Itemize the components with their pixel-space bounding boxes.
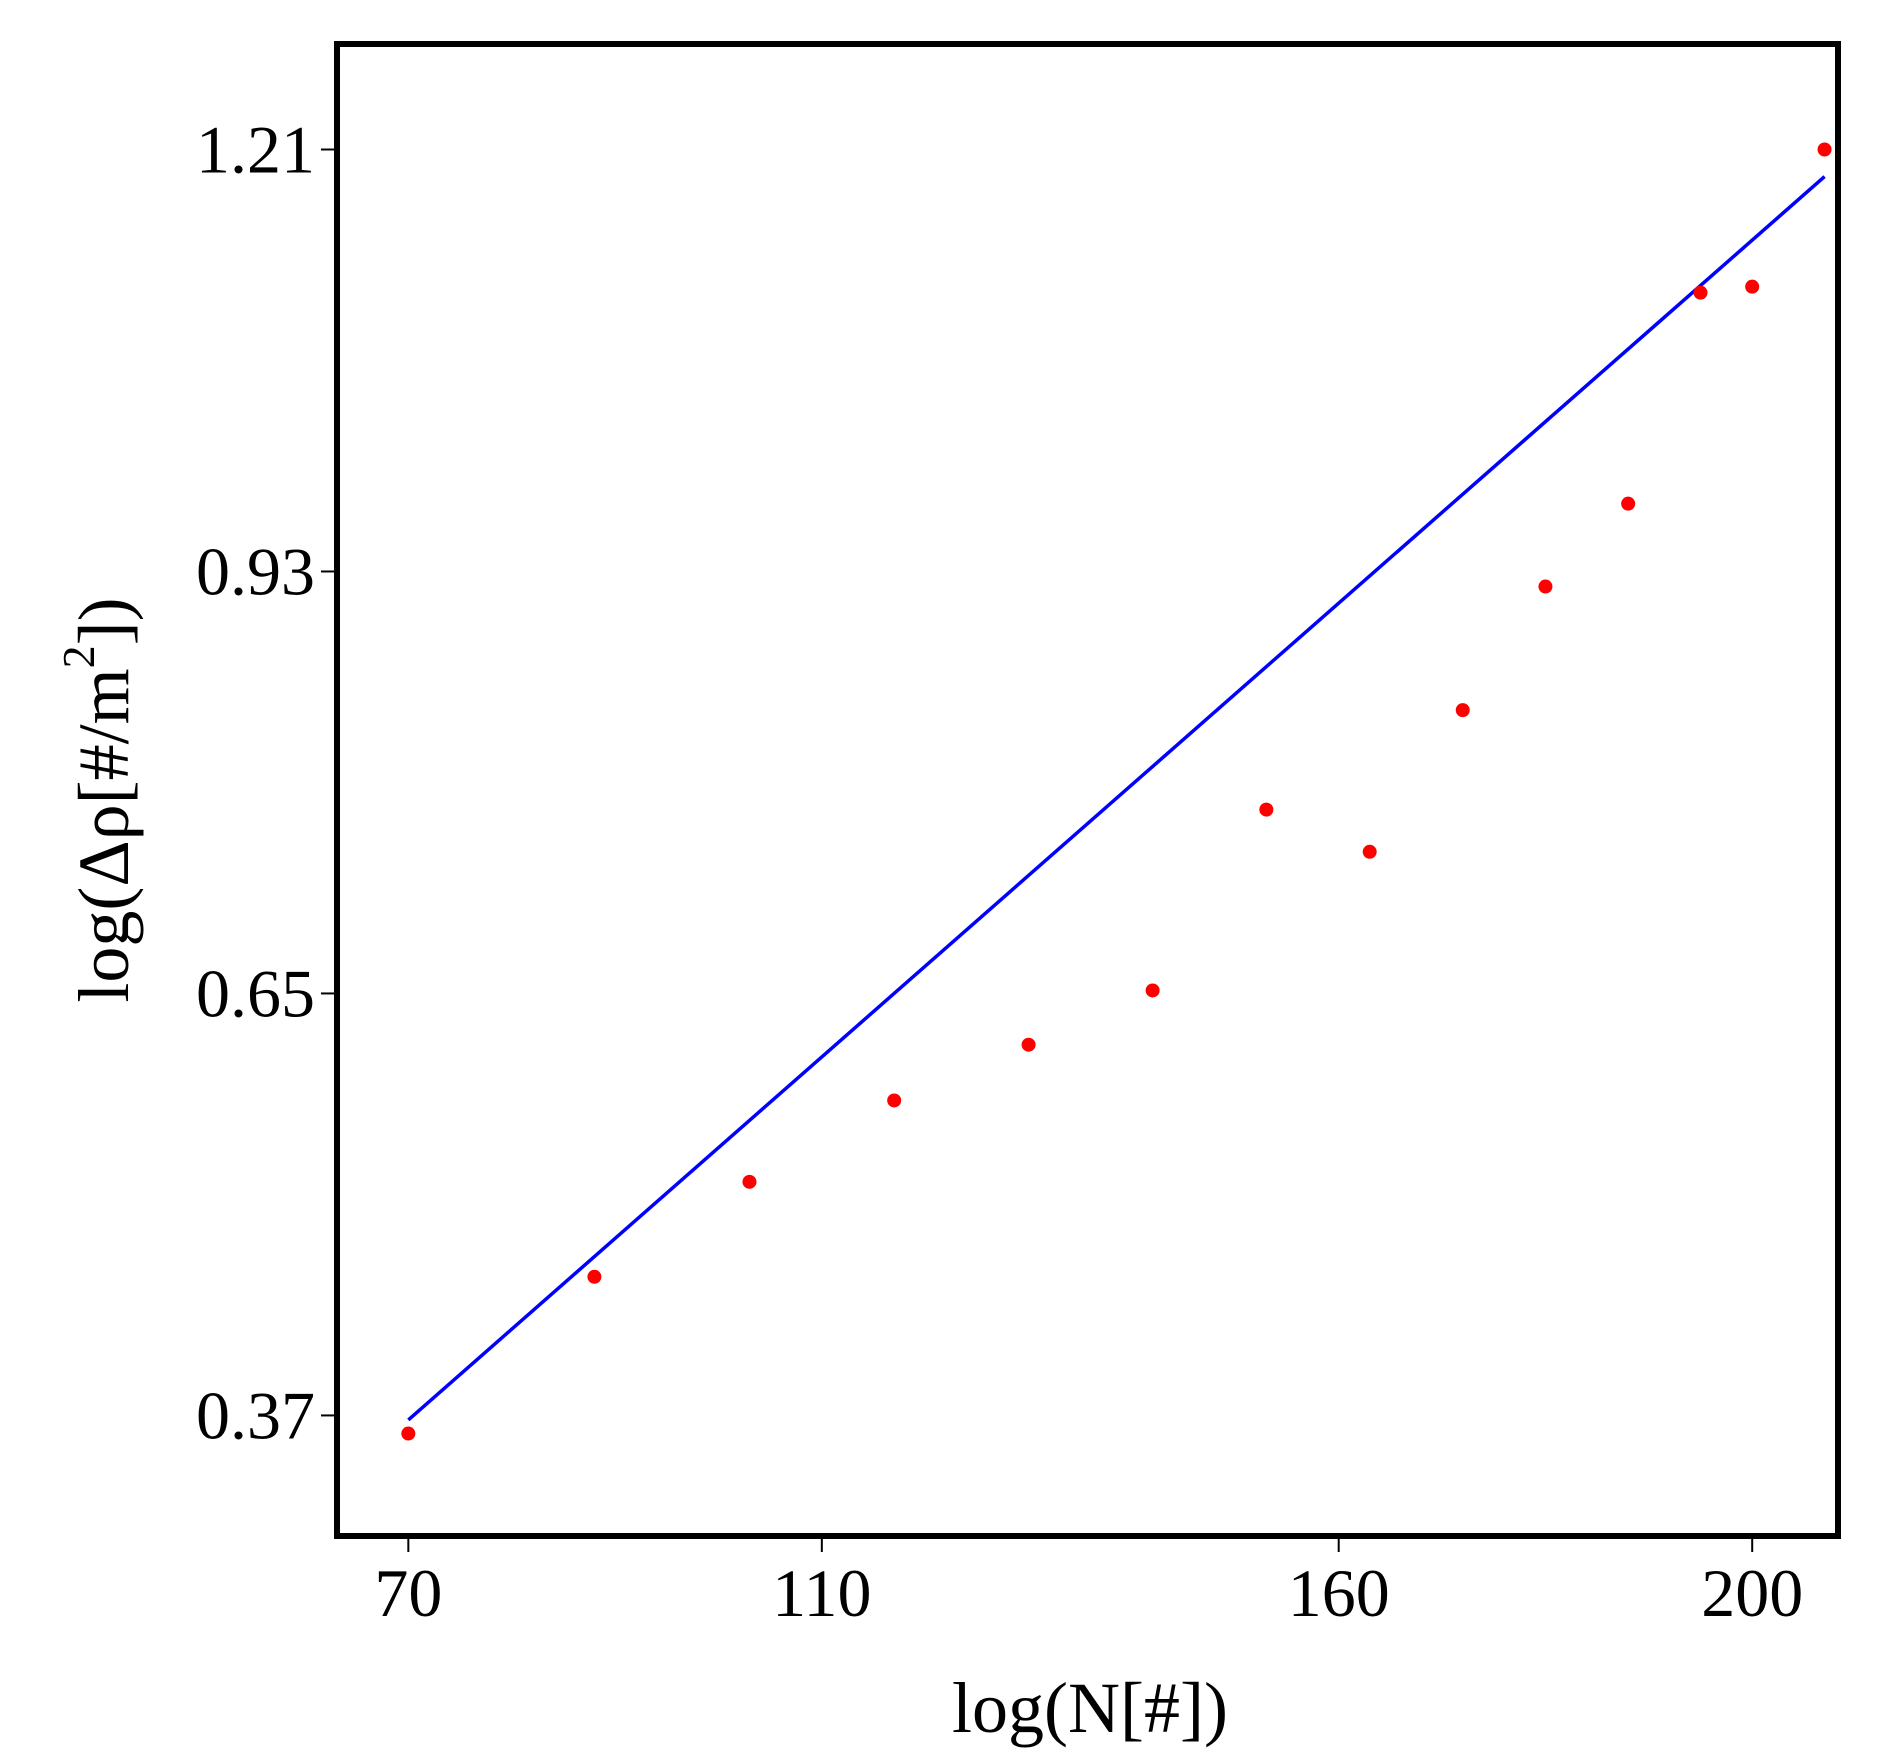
data-point — [1259, 802, 1274, 817]
data-point — [1621, 496, 1636, 511]
x-tick-label: 160 — [1288, 1555, 1390, 1631]
y-tick-label: 1.21 — [196, 111, 315, 187]
data-point — [742, 1174, 757, 1189]
y-axis-title-main: log(Δρ[#/m — [64, 668, 144, 1002]
data-point — [587, 1269, 602, 1284]
data-point — [1693, 285, 1708, 300]
data-point — [1745, 279, 1760, 294]
y-axis-title: log(Δρ[#/m2]) — [53, 597, 144, 1002]
y-axis-title-end: ]) — [64, 597, 144, 645]
x-tick-label: 70 — [374, 1555, 442, 1631]
data-point — [1817, 142, 1832, 157]
plot-frame — [334, 41, 1841, 1539]
fit-line — [407, 175, 1826, 1422]
data-point — [1538, 579, 1553, 594]
x-tick-label: 200 — [1701, 1555, 1803, 1631]
data-point — [1362, 844, 1377, 859]
svg-text:log(Δρ[#/m2]): log(Δρ[#/m2]) — [53, 597, 144, 1002]
data-point — [1145, 983, 1160, 998]
y-tick-label: 0.65 — [196, 955, 315, 1031]
y-tick-label: 0.93 — [196, 533, 315, 609]
data-point — [1455, 703, 1470, 718]
data-point — [1021, 1037, 1036, 1052]
data-point — [887, 1093, 902, 1108]
x-axis-title: log(N[#]) — [952, 1668, 1228, 1748]
y-tick-label: 0.37 — [196, 1377, 315, 1453]
x-tick-label: 110 — [772, 1555, 871, 1631]
y-axis-title-superscript: 2 — [53, 645, 104, 668]
data-point — [401, 1426, 416, 1441]
